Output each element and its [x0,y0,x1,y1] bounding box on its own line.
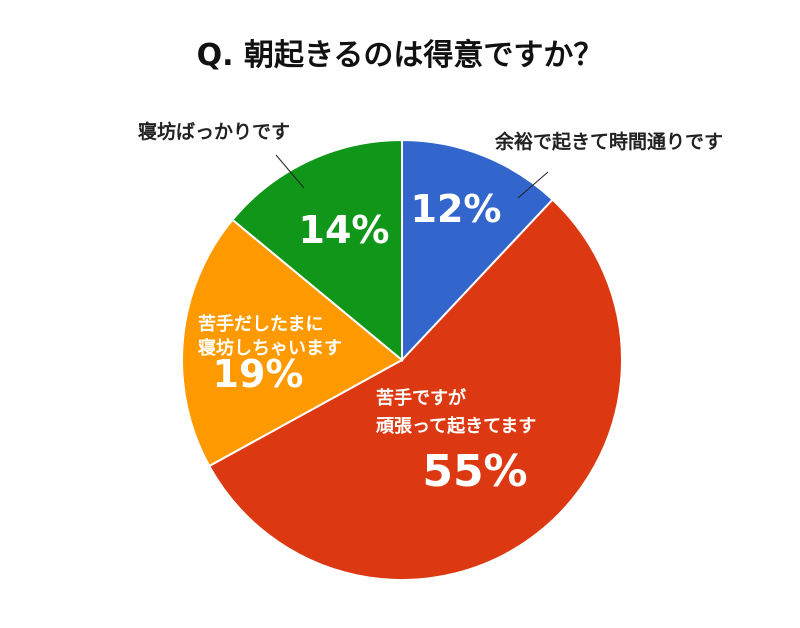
slice-value-label-3: 14% [299,208,390,252]
slice-value-label-1: 55% [422,446,527,497]
leader-line-0 [517,171,549,199]
slice-category-label-0: 余裕で起きて時間通りです [494,130,723,153]
pie-slice-2 [181,218,404,468]
slice-category-label-2: 苦手だしたまに寝坊しちゃいます [198,313,342,359]
chart-title: Q. 朝起きるのは得意ですか？ [197,38,604,73]
pie-slice-0 [401,138,555,363]
slice-value-label-2: 19% [213,352,304,396]
slice-value-label-0: 12% [411,187,502,231]
pie-slice-3 [231,138,403,363]
slice-category-label-1: 苦手ですが頑張って起きてます [375,387,536,437]
slice-category-label-3: 寝坊ばっかりです [138,120,290,143]
pie-slice-1 [207,198,623,581]
leader-line-3 [275,154,305,189]
pie-labels: 12% 余裕で起きて時間通りです 55% 苦手ですが頑張って起きてます 19%苦手だした… [138,120,723,497]
pie-slices [181,138,623,581]
